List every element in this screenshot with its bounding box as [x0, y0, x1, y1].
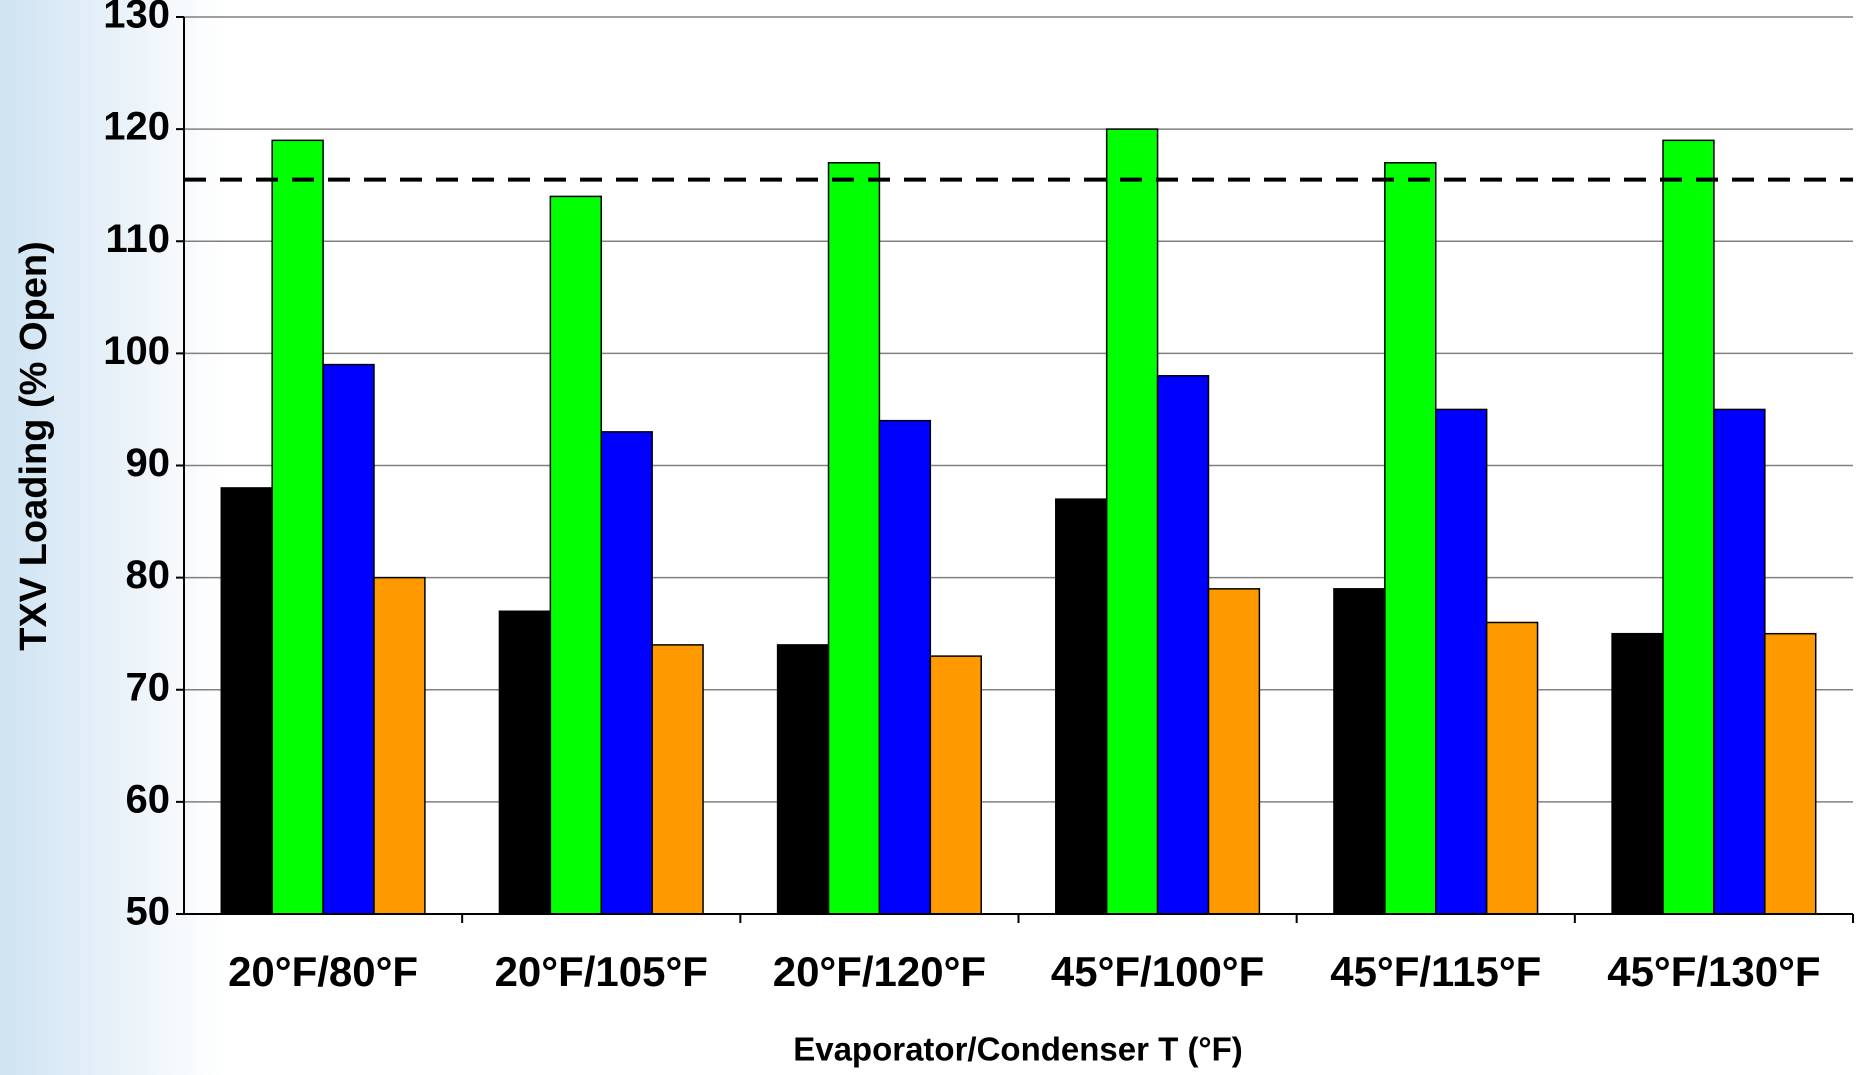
y-tick-label: 50 — [126, 890, 171, 934]
y-axis-title: TXV Loading (% Open) — [13, 241, 55, 651]
bar — [1156, 375, 1210, 915]
bar — [1435, 408, 1488, 915]
x-tick-label: 20°F/80°F — [228, 948, 418, 995]
y-tick-label: 60 — [126, 777, 171, 821]
x-tick-label: 45°F/130°F — [1607, 948, 1820, 995]
y-tick-label: 90 — [126, 441, 171, 485]
bar — [776, 644, 830, 915]
bar — [600, 431, 653, 915]
bar — [271, 139, 324, 915]
bar — [1105, 128, 1159, 915]
bar — [498, 610, 552, 915]
x-tick-label: 20°F/120°F — [773, 948, 986, 995]
bar — [1764, 632, 1817, 915]
bar — [1333, 588, 1386, 915]
bar — [1207, 588, 1261, 915]
bar — [1384, 162, 1437, 915]
bar — [651, 644, 704, 915]
x-tick-label: 45°F/100°F — [1051, 948, 1264, 995]
x-axis-title: Evaporator/Condenser T (°F) — [793, 1031, 1243, 1068]
x-tick-label: 45°F/115°F — [1330, 948, 1541, 995]
bar — [1662, 139, 1715, 915]
y-tick-label: 130 — [103, 0, 170, 37]
bar — [929, 655, 982, 915]
y-tick-label: 80 — [126, 553, 171, 597]
bar — [1055, 498, 1108, 915]
bar — [322, 363, 375, 915]
bar — [549, 195, 603, 915]
bar — [373, 576, 426, 915]
y-tick-label: 100 — [103, 329, 170, 373]
bar — [878, 419, 932, 915]
bar — [1713, 408, 1766, 915]
y-tick-label: 70 — [126, 665, 171, 709]
bar — [1485, 621, 1539, 915]
y-tick-label: 120 — [103, 105, 170, 149]
bar — [220, 487, 273, 915]
bar — [827, 162, 881, 915]
y-tick-label: 110 — [105, 217, 170, 261]
bar — [1611, 632, 1664, 915]
x-tick-label: 20°F/105°F — [495, 948, 708, 995]
